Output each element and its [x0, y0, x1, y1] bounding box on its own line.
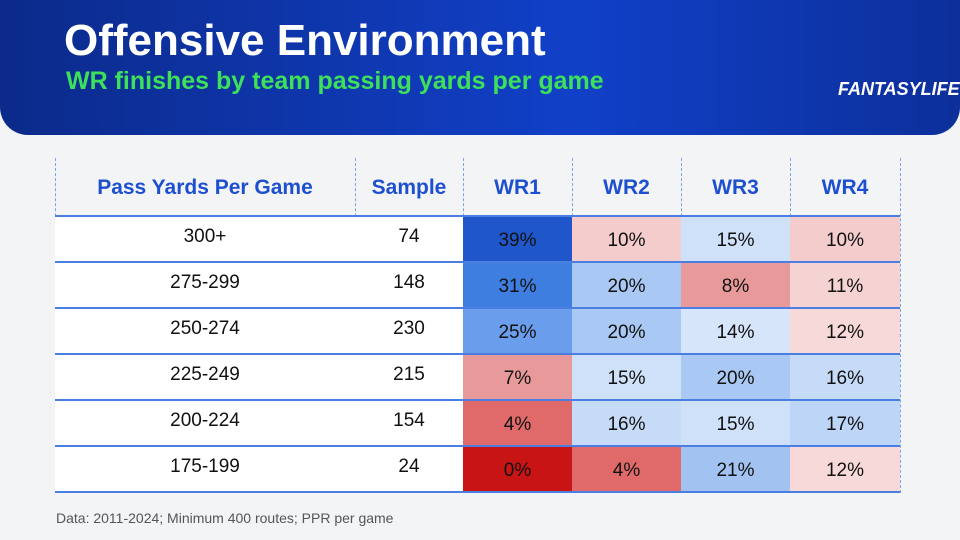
table-cell: 74: [355, 217, 463, 261]
table-cell: 24: [355, 447, 463, 491]
table-cell: 215: [355, 355, 463, 399]
table-cell: 20%: [572, 309, 681, 353]
table-cell: 25%: [463, 309, 572, 353]
table-cell: 11%: [790, 263, 900, 307]
table-cell: 10%: [572, 217, 681, 261]
table-cell: 250-274: [55, 309, 355, 353]
table-cell: 16%: [790, 355, 900, 399]
table-cell: 12%: [790, 447, 900, 491]
table-cell: 21%: [681, 447, 790, 491]
subtitle: WR finishes by team passing yards per ga…: [66, 67, 604, 95]
table-cell: 8%: [681, 263, 790, 307]
table-cell: 300+: [55, 217, 355, 261]
table-cell: 154: [355, 401, 463, 445]
table-cell: 200-224: [55, 401, 355, 445]
table-cell: 175-199: [55, 447, 355, 491]
table-cell: 230: [355, 309, 463, 353]
table-cell: 4%: [463, 401, 572, 445]
column-header: WR2: [603, 175, 650, 199]
row-separator: [55, 215, 900, 217]
table-cell: 15%: [681, 401, 790, 445]
title: Offensive Environment: [64, 16, 546, 65]
footnote: Data: 2011-2024; Minimum 400 routes; PPR…: [56, 510, 394, 526]
row-separator: [55, 445, 900, 447]
table-cell: 20%: [572, 263, 681, 307]
table-cell: 39%: [463, 217, 572, 261]
row-separator: [55, 399, 900, 401]
table-cell: 17%: [790, 401, 900, 445]
table-cell: 7%: [463, 355, 572, 399]
table-cell: 14%: [681, 309, 790, 353]
column-header: WR3: [712, 175, 759, 199]
row-separator: [55, 307, 900, 309]
header-band: [0, 0, 960, 135]
table-cell: 20%: [681, 355, 790, 399]
column-header: WR1: [494, 175, 541, 199]
table-cell: 148: [355, 263, 463, 307]
table-cell: 16%: [572, 401, 681, 445]
table-cell: 4%: [572, 447, 681, 491]
row-separator: [55, 353, 900, 355]
column-header: Sample: [371, 175, 447, 199]
logo: FANTASYLIFE: [838, 79, 960, 99]
row-separator: [55, 261, 900, 263]
table-cell: 12%: [790, 309, 900, 353]
column-header: WR4: [821, 175, 869, 199]
table-cell: 31%: [463, 263, 572, 307]
table-cell: 10%: [790, 217, 900, 261]
table-cell: 15%: [681, 217, 790, 261]
column-divider: [900, 158, 901, 493]
row-separator: [55, 491, 900, 493]
table-cell: 0%: [463, 447, 572, 491]
column-header: Pass Yards Per Game: [97, 175, 313, 199]
table-cell: 225-249: [55, 355, 355, 399]
table-cell: 275-299: [55, 263, 355, 307]
table-cell: 15%: [572, 355, 681, 399]
